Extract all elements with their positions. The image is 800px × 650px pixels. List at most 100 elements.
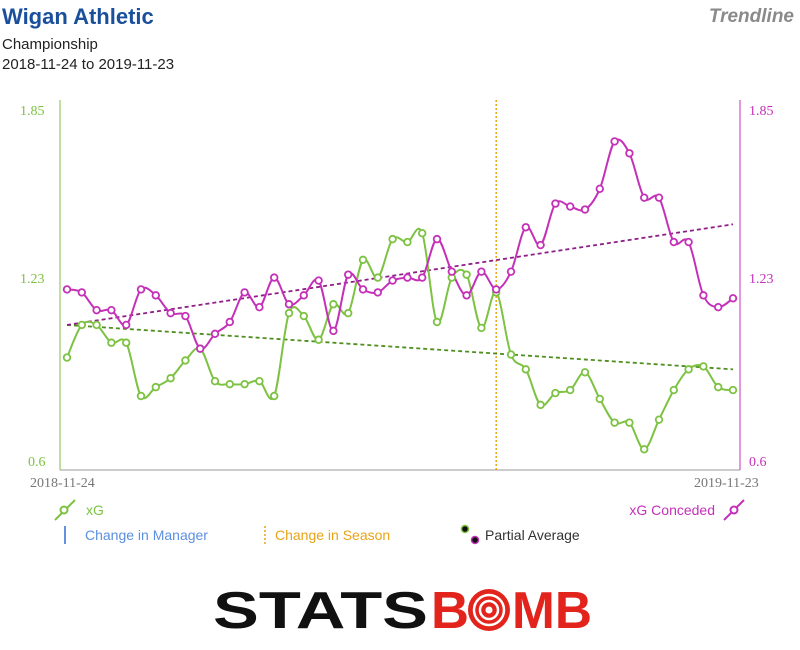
data-point-xg-conceded[interactable] (418, 273, 427, 282)
data-point-xg[interactable] (699, 362, 708, 371)
data-point-xg[interactable] (121, 338, 131, 347)
data-point-xg-conceded[interactable] (358, 285, 368, 294)
data-point-xg-conceded[interactable] (181, 311, 190, 321)
data-point-xg[interactable] (506, 350, 516, 359)
data-point-xg-conceded[interactable] (684, 237, 693, 247)
data-point-xg-conceded[interactable] (62, 285, 72, 294)
data-point-xg[interactable] (314, 335, 323, 344)
data-point-xg[interactable] (625, 418, 634, 427)
data-point-xg-conceded[interactable] (610, 137, 619, 146)
data-point-xg[interactable] (240, 379, 249, 389)
data-point-xg[interactable] (462, 270, 471, 279)
data-point-xg-conceded[interactable] (714, 303, 723, 312)
data-point-xg-conceded[interactable] (669, 237, 678, 247)
data-point-xg-conceded[interactable] (107, 305, 116, 315)
data-point-xg[interactable] (388, 234, 397, 244)
data-point-xg-conceded[interactable] (477, 267, 486, 276)
data-point-xg-conceded[interactable] (432, 234, 442, 244)
data-point-xg[interactable] (566, 385, 575, 395)
data-point-xg[interactable] (284, 308, 294, 318)
data-point-xg[interactable] (181, 356, 190, 365)
data-point-xg[interactable] (728, 385, 738, 395)
data-point-xg[interactable] (403, 237, 412, 247)
data-point-xg[interactable] (477, 323, 486, 333)
data-point-xg[interactable] (654, 415, 664, 424)
data-point-xg[interactable] (77, 320, 86, 330)
data-point-xg[interactable] (107, 338, 116, 347)
data-point-xg-conceded[interactable] (447, 267, 456, 276)
data-point-xg-conceded[interactable] (580, 205, 590, 214)
data-point-xg[interactable] (299, 311, 308, 321)
data-point-xg[interactable] (432, 317, 442, 327)
data-point-xg-conceded[interactable] (195, 344, 205, 353)
data-point-xg-conceded[interactable] (536, 240, 545, 250)
data-point-xg-conceded[interactable] (373, 288, 382, 297)
legend-xg-conceded-label: xG Conceded (629, 502, 715, 518)
data-point-xg-conceded[interactable] (521, 223, 530, 232)
data-point-xg[interactable] (521, 365, 530, 374)
data-point-xg-conceded[interactable] (595, 184, 604, 193)
data-point-xg-conceded[interactable] (136, 285, 146, 294)
series-line-xg (66, 227, 734, 451)
data-point-xg-conceded[interactable] (314, 276, 323, 285)
data-point-xg[interactable] (225, 379, 234, 389)
data-point-xg-conceded[interactable] (344, 270, 353, 279)
data-point-xg-conceded[interactable] (403, 273, 412, 282)
data-point-xg-conceded[interactable] (492, 285, 501, 294)
data-point-xg[interactable] (684, 365, 693, 374)
data-point-xg-conceded[interactable] (210, 329, 220, 339)
data-point-xg[interactable] (344, 308, 353, 318)
y-tick-right-top: 1.85 (749, 104, 774, 119)
data-point-xg-conceded[interactable] (92, 305, 101, 315)
data-point-xg[interactable] (136, 391, 146, 401)
data-point-xg-conceded[interactable] (255, 303, 264, 312)
data-point-xg[interactable] (640, 445, 649, 454)
data-point-xg-conceded[interactable] (77, 288, 86, 297)
data-point-xg[interactable] (62, 353, 72, 362)
data-point-xg[interactable] (358, 255, 368, 265)
data-point-xg-conceded[interactable] (462, 291, 471, 300)
data-point-xg-conceded[interactable] (240, 288, 249, 297)
data-point-xg[interactable] (595, 394, 604, 404)
legend-partial-average[interactable]: Partial Average (460, 524, 580, 545)
legend-season-change[interactable]: Change in Season (264, 526, 390, 544)
data-point-xg[interactable] (418, 228, 427, 238)
data-point-xg[interactable] (329, 300, 338, 309)
legend-partial-avg-marker-purple (470, 535, 480, 545)
data-point-xg-conceded[interactable] (625, 149, 634, 158)
y-tick-left-mid: 1.23 (20, 272, 45, 287)
data-point-xg-conceded[interactable] (566, 202, 575, 211)
legend-manager-change[interactable]: Change in Manager (64, 526, 208, 544)
data-point-xg[interactable] (166, 374, 175, 383)
legend-xg-conceded[interactable]: xG Conceded (629, 499, 745, 521)
data-point-xg[interactable] (210, 377, 220, 386)
legend-xg-swatch-marker (59, 505, 69, 515)
data-point-xg-conceded[interactable] (640, 193, 649, 202)
data-point-xg-conceded[interactable] (284, 300, 294, 309)
data-point-xg-conceded[interactable] (166, 308, 175, 318)
data-point-xg[interactable] (92, 320, 101, 330)
data-point-xg-conceded[interactable] (270, 273, 279, 282)
data-point-xg-conceded[interactable] (699, 291, 708, 300)
data-point-xg-conceded[interactable] (506, 267, 516, 276)
data-point-xg[interactable] (610, 418, 619, 427)
data-point-xg[interactable] (551, 388, 560, 398)
data-point-xg[interactable] (669, 385, 678, 395)
legend-xg[interactable]: xG (54, 499, 104, 521)
data-point-xg[interactable] (373, 273, 382, 282)
data-point-xg[interactable] (536, 400, 545, 410)
data-point-xg-conceded[interactable] (121, 320, 131, 330)
data-point-xg-conceded[interactable] (388, 276, 397, 285)
data-point-xg[interactable] (255, 377, 264, 386)
data-point-xg[interactable] (270, 391, 279, 401)
data-point-xg[interactable] (714, 382, 723, 392)
data-point-xg-conceded[interactable] (728, 294, 738, 303)
data-point-xg-conceded[interactable] (654, 193, 664, 202)
data-point-xg-conceded[interactable] (329, 326, 338, 336)
data-point-xg-conceded[interactable] (551, 199, 560, 208)
data-point-xg-conceded[interactable] (225, 317, 234, 327)
data-point-xg[interactable] (580, 368, 590, 377)
data-point-xg-conceded[interactable] (299, 291, 308, 300)
data-point-xg-conceded[interactable] (151, 291, 160, 300)
data-point-xg[interactable] (151, 382, 160, 392)
